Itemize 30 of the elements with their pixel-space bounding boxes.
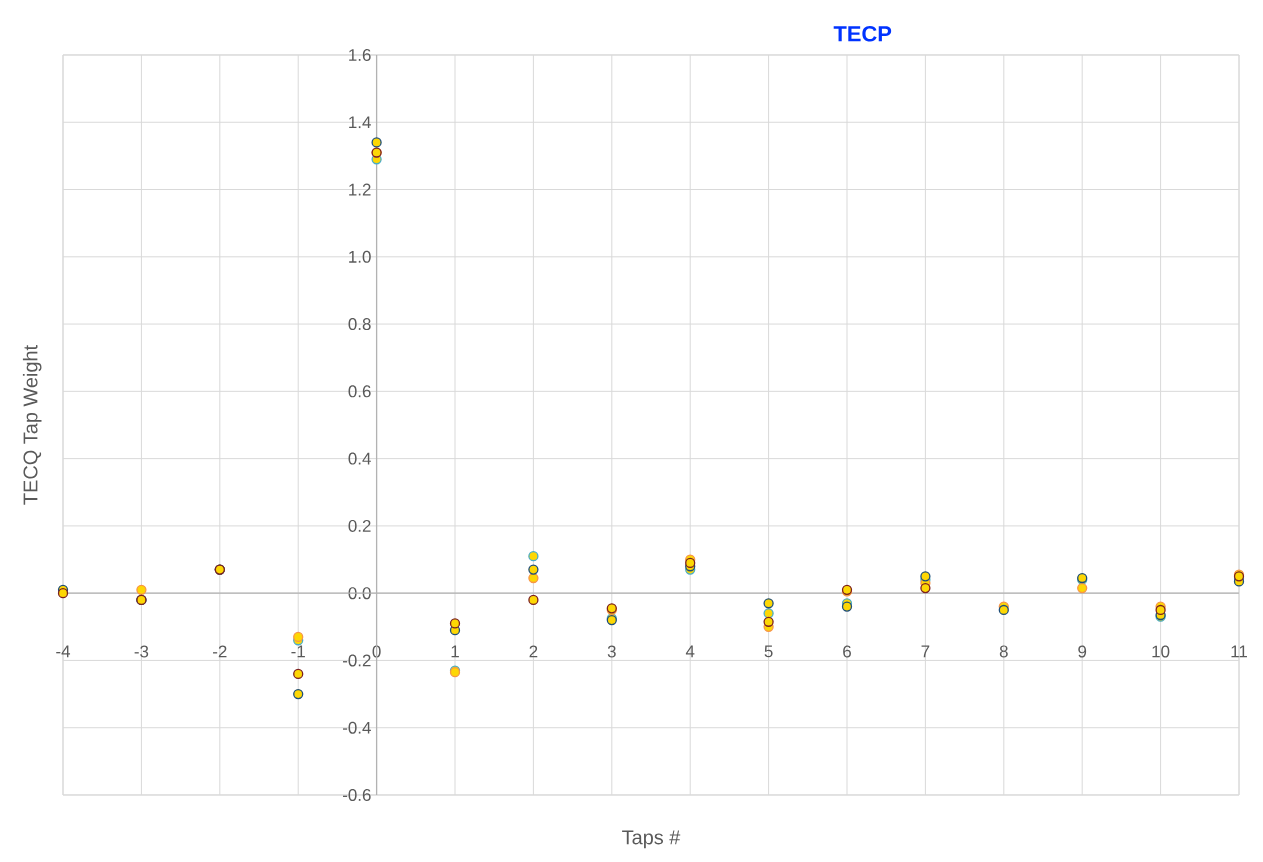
x-tick-label: 11 — [1231, 645, 1247, 658]
y-tick-label: -0.4 — [342, 721, 371, 734]
y-tick-label: -0.2 — [342, 654, 371, 667]
x-tick-label: 5 — [764, 645, 773, 658]
x-tick-label: 9 — [1078, 645, 1087, 658]
chart-title: TECP — [833, 25, 892, 42]
y-tick-label: 0.8 — [348, 318, 371, 331]
x-tick-label: 2 — [529, 645, 538, 658]
x-tick-label: -3 — [134, 645, 149, 658]
x-tick-label: 4 — [685, 645, 695, 658]
y-tick-label: 1.4 — [349, 116, 371, 129]
x-tick-label: 10 — [1152, 645, 1170, 658]
x-tick-label: 6 — [843, 645, 851, 658]
x-tick-label: 3 — [607, 645, 616, 658]
y-tick-label: -0.6 — [342, 788, 371, 801]
x-tick-label: 8 — [999, 645, 1008, 658]
x-tick-label: -2 — [213, 645, 227, 658]
y-axis-title: TECQ Tap Weight — [22, 345, 42, 505]
y-tick-label: 0.6 — [348, 385, 371, 398]
x-tick-label: 1 — [451, 645, 459, 658]
x-tick-label: -1 — [291, 645, 305, 658]
y-tick-label: 1.0 — [349, 250, 371, 263]
x-tick-label: -4 — [56, 645, 71, 658]
y-tick-label: 0.4 — [348, 452, 371, 465]
y-tick-label: 0.2 — [348, 519, 371, 532]
x-tick-label: 7 — [921, 645, 930, 658]
x-axis-title: Taps # — [622, 830, 681, 849]
y-tick-label: 0.0 — [348, 587, 371, 600]
y-tick-label: 1.2 — [349, 183, 371, 196]
y-tick-label: 1.6 — [349, 48, 371, 61]
